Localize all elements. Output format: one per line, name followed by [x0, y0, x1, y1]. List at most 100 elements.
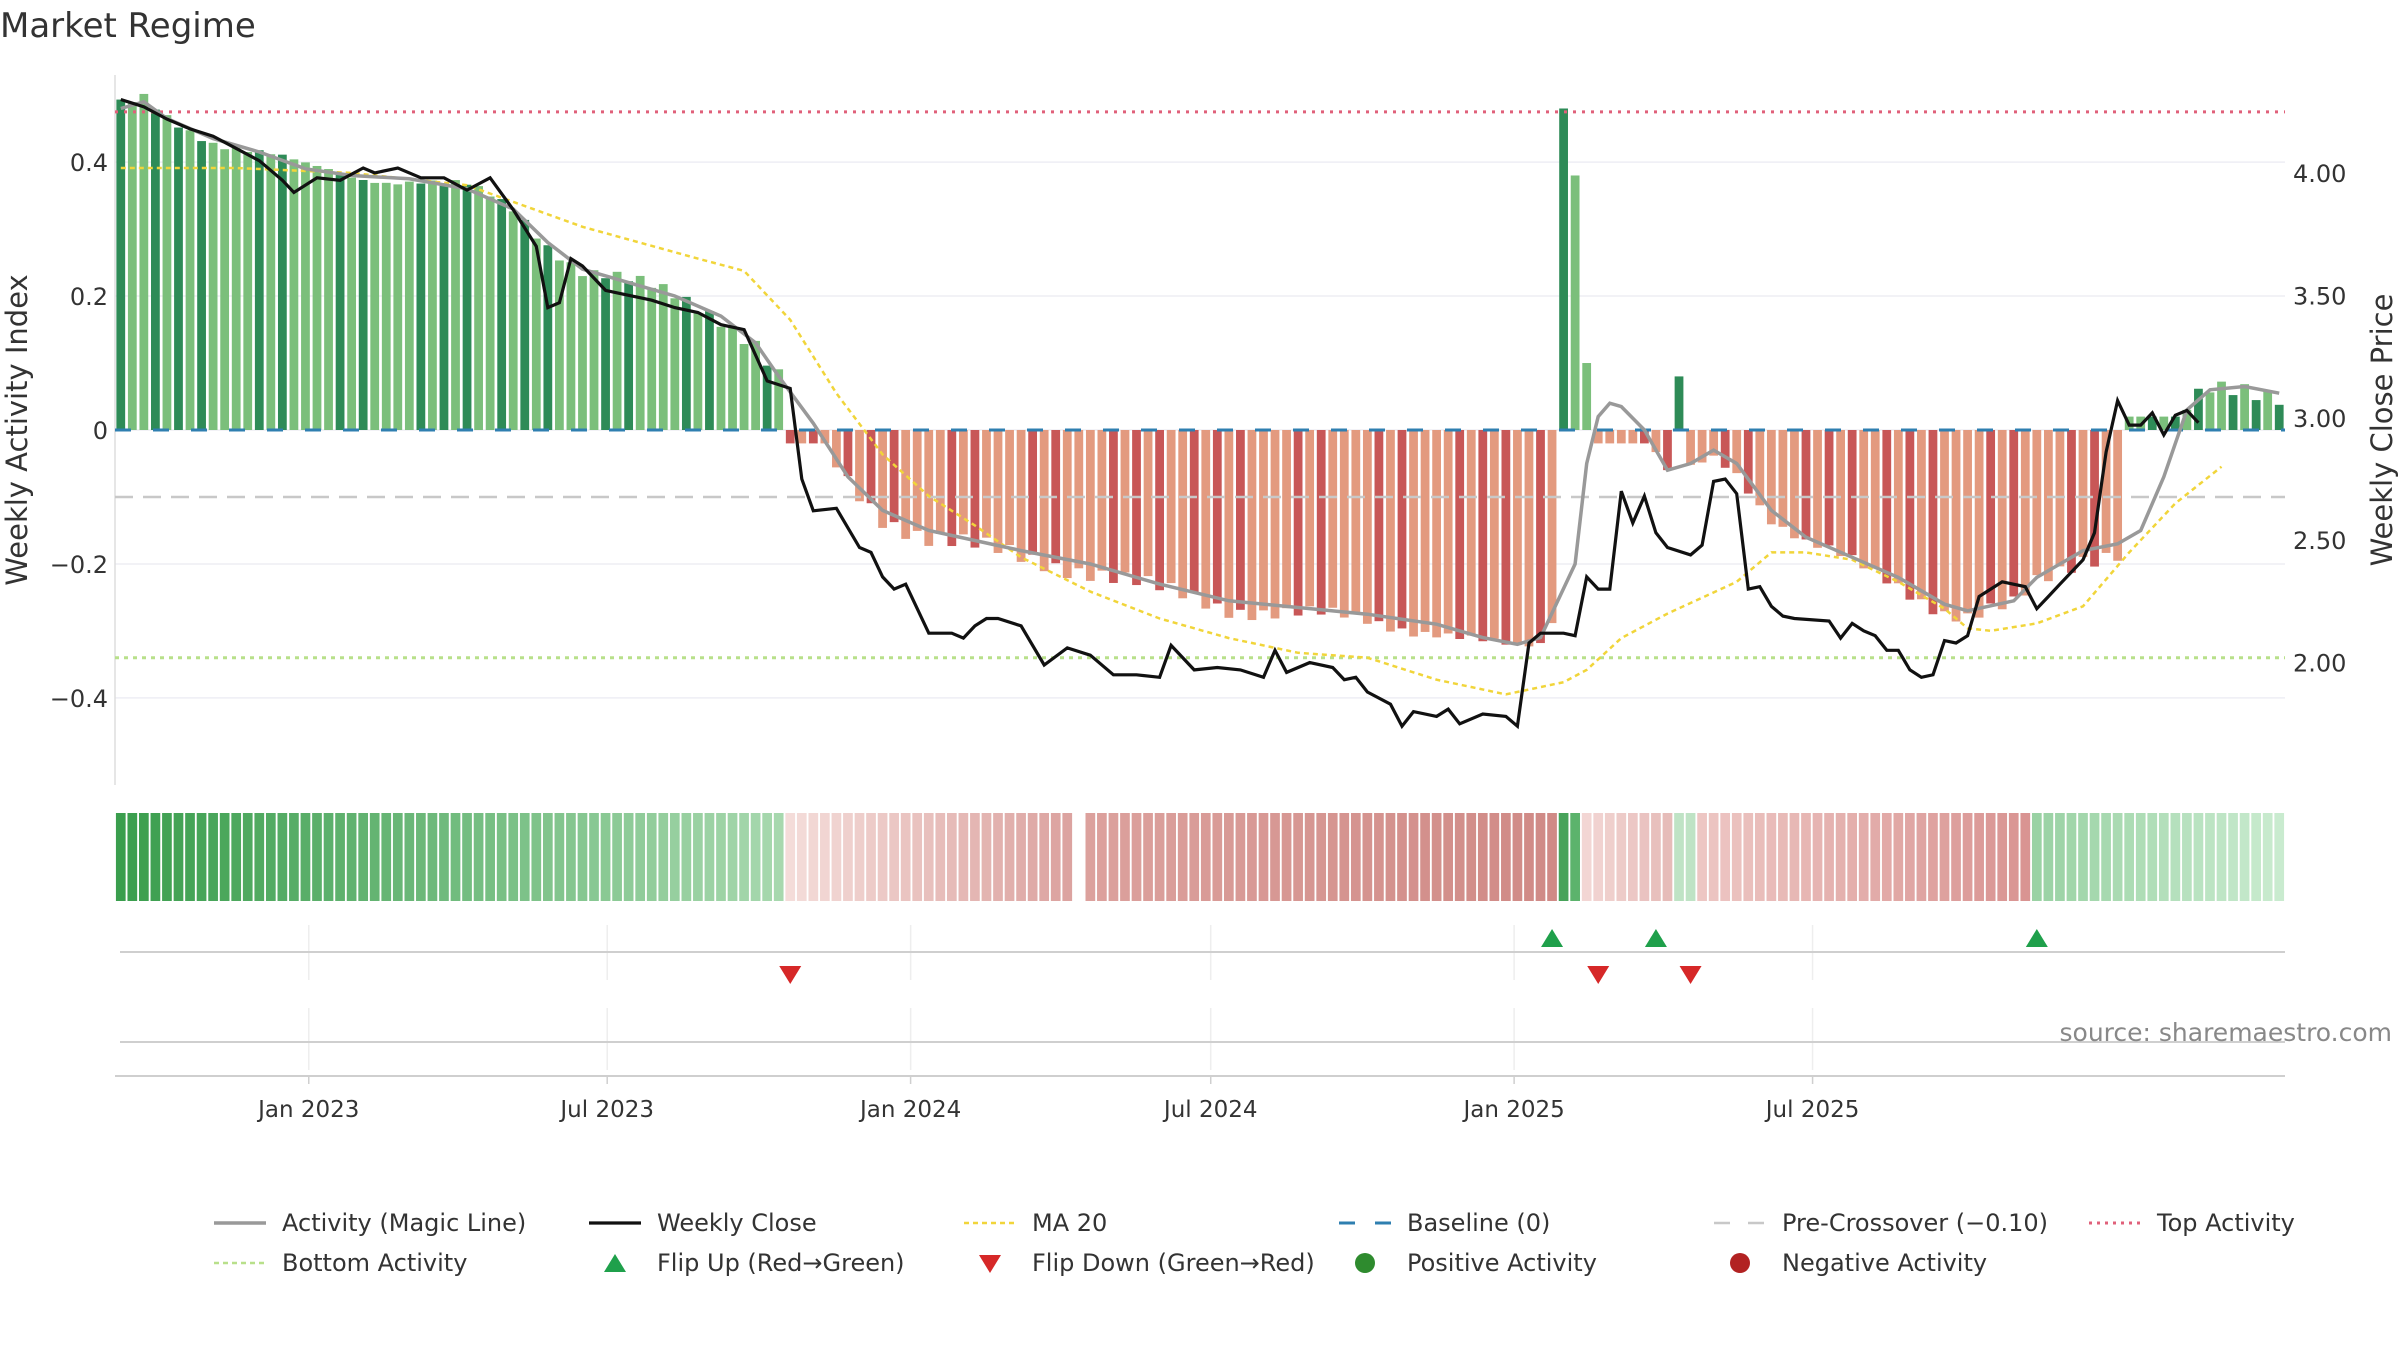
regime-cell [981, 813, 992, 901]
activity-bar [1443, 430, 1453, 634]
activity-bar [1743, 430, 1753, 494]
activity-bar [254, 150, 264, 430]
activity-bar [1974, 430, 1984, 618]
activity-bar [139, 93, 149, 431]
activity-bar [670, 298, 680, 430]
activity-bar [358, 179, 368, 430]
activity-bar [347, 177, 357, 430]
regime-cell [1674, 813, 1684, 901]
regime-cell [854, 813, 865, 901]
activity-bar [1801, 430, 1811, 540]
activity-bar [1305, 430, 1315, 607]
regime-cell [531, 813, 542, 901]
activity-bar [451, 180, 460, 430]
y-tick-label-right: 2.00 [2293, 650, 2346, 678]
regime-cell [1662, 813, 1673, 901]
legend-item-pre-crossover: Pre-Crossover (−0.10) [1710, 1208, 2085, 1238]
activity-bar [2078, 430, 2088, 557]
regime-cell [185, 813, 195, 901]
activity-bar [2090, 430, 2099, 567]
regime-cell [2216, 813, 2227, 901]
activity-bar [416, 183, 426, 430]
activity-bar [1663, 430, 1672, 471]
regime-cell [1120, 813, 1130, 901]
activity-bar [1120, 430, 1130, 573]
regime-cell [115, 813, 126, 901]
flip-down-marker [1679, 966, 1702, 984]
activity-bar [924, 430, 934, 546]
activity-bar [1455, 430, 1465, 640]
regime-cell [1224, 813, 1234, 901]
flip-up-marker [1541, 929, 1564, 947]
regime-cell [1685, 813, 1696, 901]
activity-bar [1005, 430, 1014, 546]
regime-cell [127, 813, 138, 901]
regime-cell [2274, 813, 2285, 901]
regime-cell [693, 813, 703, 901]
activity-bar [705, 311, 714, 430]
regime-cell [404, 813, 415, 901]
regime-cell [704, 813, 715, 901]
activity-bar [2182, 409, 2192, 430]
regime-cell [739, 813, 749, 901]
activity-bar [1224, 430, 1234, 618]
activity-bar [1155, 430, 1164, 591]
activity-bar [993, 430, 1003, 553]
activity-bar [197, 141, 206, 430]
y-tick-label-left: −0.4 [50, 685, 108, 713]
regime-cell [1616, 813, 1627, 901]
regime-cell [912, 813, 923, 901]
activity-bar [1478, 430, 1488, 642]
activity-bar [555, 260, 564, 430]
regime-cell [935, 813, 946, 901]
activity-bar [2067, 430, 2076, 573]
activity-bar [855, 430, 864, 502]
legend-item-flip-down: Flip Down (Green→Red) [960, 1248, 1335, 1278]
activity-bar [785, 430, 795, 444]
regime-cell [1327, 813, 1338, 901]
regime-cell [1801, 813, 1811, 901]
activity-bar [1605, 430, 1615, 444]
activity-bar [2274, 404, 2284, 430]
flip-markers [779, 929, 2048, 984]
activity-bar [1085, 430, 1095, 581]
activity-bar [1720, 430, 1730, 468]
activity-bar [739, 344, 749, 430]
activity-bar [497, 199, 507, 430]
legend-key-icon [960, 1208, 1020, 1238]
regime-cell [323, 813, 334, 901]
activity-bar [1420, 430, 1430, 632]
activity-bar [751, 340, 760, 430]
regime-cell [242, 813, 253, 901]
regime-cell [993, 813, 1003, 901]
activity-bar [462, 184, 472, 430]
activity-bar [1282, 430, 1291, 609]
activity-bar [1339, 430, 1349, 618]
regime-cell [970, 813, 980, 901]
regime-cell [1039, 813, 1050, 901]
activity-bar [1893, 430, 1903, 584]
regime-cell [1489, 813, 1500, 901]
regime-cell [843, 813, 853, 901]
regime-cell [1247, 813, 1257, 901]
regime-cell [1362, 813, 1373, 901]
regime-cell [1547, 813, 1557, 901]
activity-bar [1097, 430, 1107, 571]
activity-bar [1212, 430, 1222, 604]
regime-cell [762, 813, 773, 901]
y-axis-label-left: Weekly Activity Index [0, 274, 34, 585]
regime-cell [2078, 813, 2088, 901]
regime-cell [1916, 813, 1927, 901]
activity-bar [2147, 416, 2157, 430]
legend-item-flip-up: Flip Up (Red→Green) [585, 1248, 960, 1278]
legend-key-icon [960, 1248, 1020, 1278]
activity-bar [2101, 430, 2111, 553]
regime-cell [2066, 813, 2077, 901]
activity-bar [958, 430, 968, 535]
activity-bar [797, 430, 807, 444]
regime-cell [1085, 813, 1096, 901]
activity-bar [1593, 430, 1603, 444]
activity-bars [116, 93, 2284, 647]
regime-cell [1881, 813, 1892, 901]
regime-cell [1708, 813, 1719, 901]
